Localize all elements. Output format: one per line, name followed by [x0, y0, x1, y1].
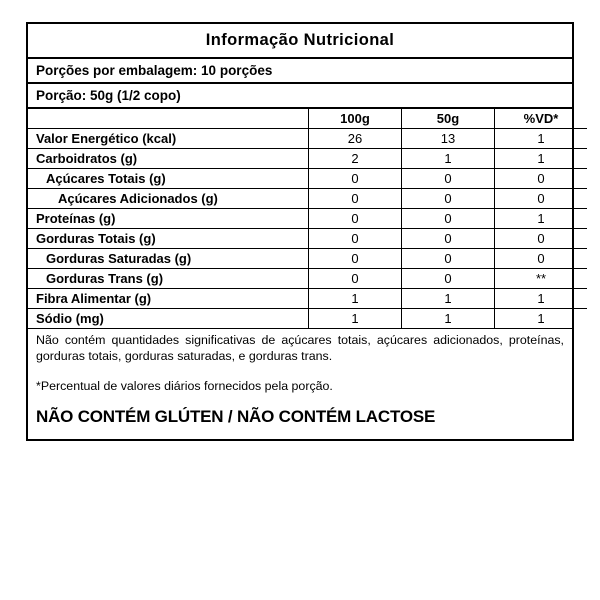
table-header-row: 100g 50g %VD* [28, 109, 587, 129]
column-header-100g: 100g [308, 109, 402, 129]
nutrient-value-50g: 0 [401, 228, 495, 249]
nutrient-value-100g: 0 [308, 168, 402, 189]
table-row: Proteínas (g) 0 0 1 [28, 208, 587, 229]
nutrient-name: Fibra Alimentar (g) [28, 288, 309, 309]
nutrient-value-vd: 0 [494, 168, 587, 189]
nutrient-name: Açúcares Totais (g) [28, 168, 309, 189]
nutrient-value-50g: 0 [401, 188, 495, 209]
servings-per-package: Porções por embalagem: 10 porções [28, 59, 572, 84]
nutrient-value-100g: 1 [308, 288, 402, 309]
table-row: Fibra Alimentar (g) 1 1 1 [28, 288, 587, 309]
nutrient-value-vd: 1 [494, 208, 587, 229]
nutrient-value-100g: 0 [308, 208, 402, 229]
nutrient-value-50g: 0 [401, 208, 495, 229]
nutrient-value-50g: 1 [401, 148, 495, 169]
nutrient-value-vd: 1 [494, 148, 587, 169]
column-header-50g: 50g [401, 109, 495, 129]
nutrient-value-100g: 0 [308, 248, 402, 269]
nutrient-value-100g: 0 [308, 268, 402, 289]
table-row: Carboidratos (g) 2 1 1 [28, 148, 587, 169]
column-header-nutrient [28, 109, 309, 129]
nutrient-value-100g: 0 [308, 228, 402, 249]
nutrient-value-50g: 0 [401, 248, 495, 269]
table-row: Sódio (mg) 1 1 1 [28, 308, 587, 328]
table-row: Valor Energético (kcal) 26 13 1 [28, 128, 587, 149]
column-header-vd: %VD* [494, 109, 587, 129]
footnote-insignificant-amounts: Não contém quantidades significativas de… [36, 333, 564, 363]
table-row: Gorduras Trans (g) 0 0 ** [28, 268, 587, 289]
nutrient-name: Gorduras Saturadas (g) [28, 248, 309, 269]
nutrient-name: Valor Energético (kcal) [28, 128, 309, 149]
page-title: Informação Nutricional [28, 24, 572, 59]
nutrient-value-50g: 1 [401, 308, 495, 328]
nutrient-name: Gorduras Totais (g) [28, 228, 309, 249]
nutrient-value-vd: 0 [494, 188, 587, 209]
nutrient-value-100g: 0 [308, 188, 402, 209]
table-row: Açúcares Totais (g) 0 0 0 [28, 168, 587, 189]
nutrient-value-vd: 1 [494, 308, 587, 328]
nutrient-value-vd: 1 [494, 288, 587, 309]
table-row: Açúcares Adicionados (g) 0 0 0 [28, 188, 587, 209]
nutrient-value-100g: 2 [308, 148, 402, 169]
nutrient-value-100g: 1 [308, 308, 402, 328]
nutrient-value-vd: 0 [494, 248, 587, 269]
nutrient-value-50g: 0 [401, 168, 495, 189]
nutrient-name: Açúcares Adicionados (g) [28, 188, 309, 209]
nutrition-table: 100g 50g %VD* Valor Energético (kcal) 26… [28, 109, 587, 328]
nutrient-value-vd: 0 [494, 228, 587, 249]
table-row: Gorduras Saturadas (g) 0 0 0 [28, 248, 587, 269]
nutrient-value-50g: 1 [401, 288, 495, 309]
table-row: Gorduras Totais (g) 0 0 0 [28, 228, 587, 249]
serving-size: Porção: 50g (1/2 copo) [28, 84, 572, 109]
nutrition-facts-label: Informação Nutricional Porções por embal… [26, 22, 587, 441]
nutrient-value-50g: 0 [401, 268, 495, 289]
allergen-claim: NÃO CONTÉM GLÚTEN / NÃO CONTÉM LACTOSE [36, 406, 436, 426]
footnote-daily-values: *Percentual de valores diários fornecido… [36, 378, 333, 393]
footnotes: Não contém quantidades significativas de… [28, 328, 572, 439]
nutrient-name: Proteínas (g) [28, 208, 309, 229]
nutrient-name: Gorduras Trans (g) [28, 268, 309, 289]
nutrient-value-50g: 13 [401, 128, 495, 149]
nutrient-name: Carboidratos (g) [28, 148, 309, 169]
nutrient-value-vd: 1 [494, 128, 587, 149]
nutrient-name: Sódio (mg) [28, 308, 309, 328]
nutrient-value-100g: 26 [308, 128, 402, 149]
nutrient-value-vd: ** [494, 268, 587, 289]
